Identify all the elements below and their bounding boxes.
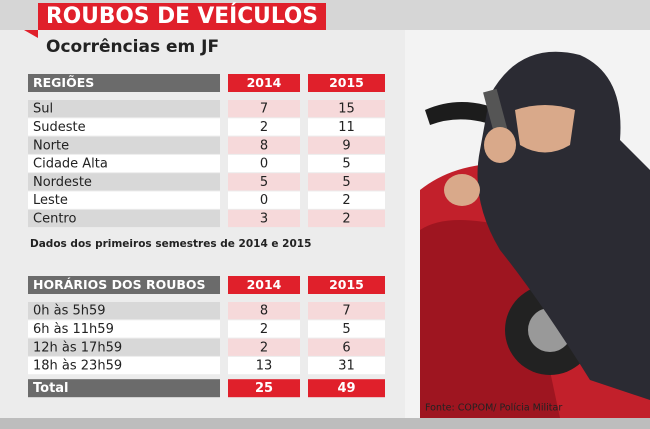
row-cell — [228, 191, 300, 209]
row-cell — [28, 320, 220, 338]
header-cell — [228, 74, 300, 92]
cell-text: 0h às 5h59 — [33, 304, 106, 319]
cell-text: 8 — [260, 138, 268, 153]
cell-text: Leste — [33, 193, 68, 208]
row-cell — [228, 302, 300, 320]
cell-text: 5 — [342, 157, 350, 172]
cell-text: 7 — [260, 102, 268, 117]
note: Dados dos primeiros semestres de 2014 e … — [30, 238, 311, 250]
cell-text: 11 — [338, 120, 355, 135]
cell-text: 6h às 11h59 — [33, 322, 114, 337]
row-cell — [28, 209, 220, 228]
title-notch — [24, 30, 38, 38]
illustration — [405, 30, 650, 418]
row-cell — [228, 136, 300, 154]
header-text: 2015 — [329, 75, 364, 90]
header-cell — [28, 74, 220, 92]
cell-text: Cidade Alta — [33, 157, 108, 172]
row-cell — [308, 356, 385, 375]
cell-text: 9 — [342, 138, 350, 153]
header-text: 2015 — [329, 277, 364, 292]
row-cell — [228, 100, 300, 118]
row-cell — [228, 209, 300, 228]
total-cell — [308, 379, 385, 398]
header-cell — [308, 276, 385, 294]
cell-text: Centro — [33, 211, 76, 226]
row-cell — [308, 209, 385, 228]
row-cell — [28, 100, 220, 118]
cell-text: Norte — [33, 138, 69, 153]
row-cell — [308, 338, 385, 356]
source: Fonte: COPOM/ Polícia Militar — [425, 403, 562, 414]
row-cell — [28, 136, 220, 154]
row-cell — [308, 154, 385, 173]
subtitle: Ocorrências em JF — [46, 37, 219, 57]
cell-text: Sul — [33, 102, 53, 117]
cell-text: 12h às 17h59 — [33, 340, 122, 355]
title-box — [38, 3, 326, 30]
row-cell — [228, 118, 300, 136]
total-text: Total — [33, 381, 69, 396]
total-cell — [228, 379, 300, 398]
bottom-band — [0, 418, 650, 429]
cell-text: 0 — [260, 157, 268, 172]
row-cell — [28, 302, 220, 320]
cell-text: 2 — [342, 211, 350, 226]
cell-text: 3 — [260, 211, 268, 226]
row-cell — [228, 356, 300, 375]
header-text: 2014 — [247, 277, 282, 292]
cell-text: 15 — [338, 102, 355, 117]
header-text: HORÁRIOS DOS ROUBOS — [33, 277, 206, 292]
row-cell — [308, 320, 385, 338]
title: ROUBOS DE VEÍCULOS — [46, 3, 318, 29]
row-cell — [28, 154, 220, 173]
row-cell — [308, 302, 385, 320]
row-cell — [28, 338, 220, 356]
cell-text: 2 — [260, 120, 268, 135]
cell-text: 6 — [342, 340, 350, 355]
cell-text: 0 — [260, 193, 268, 208]
header-cell — [228, 276, 300, 294]
row-cell — [228, 338, 300, 356]
cell-text: 2 — [260, 340, 268, 355]
row-cell — [308, 100, 385, 118]
cell-text: 5 — [260, 175, 268, 190]
row-cell — [228, 154, 300, 173]
cell-text: 13 — [256, 359, 273, 374]
cell-text: 5 — [342, 322, 350, 337]
row-cell — [28, 118, 220, 136]
cell-text: 31 — [338, 359, 355, 374]
header-text: REGIÕES — [33, 75, 94, 90]
total-cell — [28, 379, 220, 398]
cell-text: 5 — [342, 175, 350, 190]
cell-text: 8 — [260, 304, 268, 319]
header-cell — [28, 276, 220, 294]
cell-text: 2 — [260, 322, 268, 337]
cell-text: 18h às 23h59 — [33, 359, 122, 374]
header-text: 2014 — [247, 75, 282, 90]
row-cell — [28, 173, 220, 191]
cell-text: 2 — [342, 193, 350, 208]
cell-text: Nordeste — [33, 175, 92, 190]
row-cell — [28, 191, 220, 209]
row-cell — [308, 173, 385, 191]
cell-text: 7 — [342, 304, 350, 319]
total-text: 25 — [255, 381, 273, 396]
row-cell — [28, 356, 220, 375]
cell-text: Sudeste — [33, 120, 86, 135]
row-cell — [308, 136, 385, 154]
header-cell — [308, 74, 385, 92]
row-cell — [308, 118, 385, 136]
row-cell — [308, 191, 385, 209]
total-text: 49 — [337, 381, 355, 396]
row-cell — [228, 173, 300, 191]
row-cell — [228, 320, 300, 338]
